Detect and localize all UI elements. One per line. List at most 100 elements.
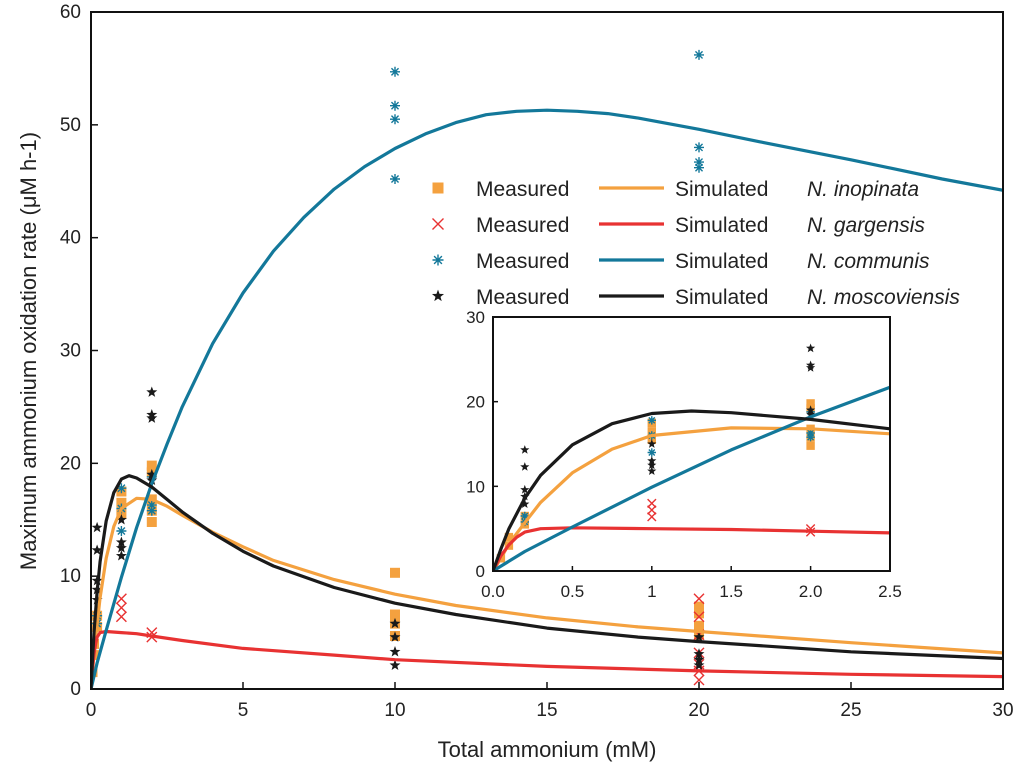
inset-measured-point-n-inopinata	[504, 532, 514, 542]
inset-measured-point-n-moscoviensis	[520, 445, 530, 454]
y-tick-label: 20	[60, 453, 81, 474]
measured-point-n-moscoviensis	[146, 386, 158, 397]
measured-point-n-moscoviensis	[693, 631, 705, 642]
legend-simulated-label: Simulated	[675, 250, 768, 273]
measured-point-n-communis	[694, 49, 704, 60]
inset-x-tick-label: 0.0	[481, 582, 505, 601]
measured-point-n-moscoviensis	[115, 542, 127, 553]
x-tick-label: 5	[238, 700, 249, 721]
simulated-line-n-inopinata	[91, 496, 1003, 689]
measured-point-n-communis	[390, 174, 400, 184]
legend-species-label: N. communis	[807, 250, 930, 273]
measured-point-n-gargensis	[115, 602, 127, 614]
inset-measured-point-n-communis	[806, 433, 815, 442]
inset-measured-point-n-inopinata	[647, 427, 656, 436]
inset-measured-point-n-communis	[647, 448, 656, 457]
inset-measured-point-n-inopinata	[806, 441, 815, 450]
inset-measured-point-n-moscoviensis	[520, 499, 530, 509]
legend-entry-n-inopinata: Measured Simulated N. inopinata	[432, 178, 919, 201]
measured-point-n-gargensis	[693, 593, 705, 605]
measured-point-n-inopinata	[694, 608, 704, 619]
measured-point-n-moscoviensis	[146, 468, 158, 480]
measured-point-n-inopinata	[146, 517, 157, 527]
inset-measured-point-n-communis	[520, 511, 529, 521]
measured-point-n-communis	[390, 114, 400, 125]
inset-measured-point-n-gargensis	[647, 498, 657, 508]
legend-entry-n-gargensis: Measured Simulated N. gargensis	[432, 214, 925, 237]
measured-point-n-moscoviensis	[115, 514, 127, 525]
legend-simulated-label: Simulated	[675, 178, 768, 201]
measured-point-n-communis	[116, 483, 127, 494]
y-tick-label: 30	[60, 341, 81, 362]
legend-simulated-label: Simulated	[675, 214, 768, 237]
measured-point-n-inopinata	[116, 497, 127, 508]
inset-measured-point-n-moscoviensis	[647, 439, 657, 448]
measured-point-n-communis	[390, 100, 400, 111]
inset-simulated-line-n-moscoviensis	[493, 409, 890, 571]
measured-point-n-communis	[694, 142, 704, 153]
x-tick-label: 15	[536, 700, 557, 721]
measured-point-n-moscoviensis	[693, 653, 705, 665]
measured-point-n-communis	[146, 500, 157, 511]
legend-entry-n-communis: Measured Simulated N. communis	[432, 250, 930, 273]
measured-point-n-moscoviensis	[91, 521, 103, 533]
legend-marker	[432, 182, 444, 194]
measured-point-n-gargensis	[693, 611, 705, 623]
measured-point-n-moscoviensis	[389, 631, 401, 642]
y-tick-label: 50	[60, 115, 81, 136]
measured-point-n-gargensis	[693, 674, 705, 686]
inset-measured-point-n-moscoviensis	[520, 462, 530, 471]
x-tick-label: 20	[688, 700, 709, 721]
inset-x-tick-label: 1	[647, 582, 656, 601]
measured-point-n-moscoviensis	[146, 412, 158, 423]
legend-simulated-label: Simulated	[675, 286, 768, 309]
legend-measured-label: Measured	[476, 250, 569, 273]
measured-point-n-communis	[146, 505, 157, 516]
legend-marker	[432, 254, 444, 266]
y-tick-label: 0	[70, 679, 81, 700]
x-tick-label: 0	[86, 700, 97, 721]
legend-measured-label: Measured	[476, 214, 569, 237]
inset-plot-frame	[492, 316, 891, 572]
inset-x-tick-label: 2.5	[878, 582, 902, 601]
measured-point-n-communis	[116, 526, 127, 536]
y-tick-label: 60	[60, 2, 81, 23]
x-tick-label: 25	[840, 700, 861, 721]
inset-simulated-line-n-gargensis	[493, 526, 890, 571]
measured-point-n-inopinata	[694, 620, 704, 631]
inset-measured-point-n-gargensis	[647, 512, 657, 522]
y-axis-label: Maximum ammonium oxidation rate (μM h-1)	[16, 132, 41, 570]
x-axis-label: Total ammonium (mM)	[438, 737, 657, 762]
measured-point-n-moscoviensis	[115, 550, 127, 561]
inset-measured-point-n-gargensis	[647, 505, 657, 515]
inset-measured-point-n-moscoviensis	[806, 409, 816, 419]
inset-y-tick-label: 30	[466, 308, 485, 327]
y-tick-label: 10	[60, 566, 81, 587]
plot-frame	[90, 11, 1004, 690]
measured-point-n-gargensis	[115, 593, 127, 605]
inset-measured-point-n-communis	[806, 428, 815, 438]
inset-plot: 0.0 0.5 1 1.5 2.0 2.5 0 10 20 30	[466, 308, 902, 601]
inset-measured-point-n-moscoviensis	[806, 343, 816, 353]
measured-point-n-inopinata	[694, 601, 704, 612]
measured-point-n-moscoviensis	[91, 544, 103, 555]
measured-point-n-communis	[694, 162, 704, 173]
inset-measured-point-n-moscoviensis	[806, 362, 816, 372]
simulated-line-n-communis	[91, 108, 1003, 689]
x-tick-label: 30	[992, 700, 1013, 721]
measured-point-n-moscoviensis	[389, 659, 401, 670]
simulated-line-n-moscoviensis	[91, 474, 1003, 689]
inset-simulated-line-n-communis	[493, 385, 890, 571]
measured-point-n-moscoviensis	[389, 617, 401, 629]
inset-y-tick-label: 10	[466, 477, 485, 496]
measured-point-n-communis	[390, 66, 400, 77]
y-tick-label: 40	[60, 228, 81, 249]
axis-labels: Total ammonium (mM) Maximum ammonium oxi…	[16, 132, 656, 762]
simulated-line-n-gargensis	[91, 629, 1003, 689]
inset-y-tick-label: 0	[476, 562, 485, 581]
legend-marker	[431, 289, 445, 302]
inset-measured-point-n-inopinata	[806, 399, 815, 408]
inset-x-tick-label: 1.5	[719, 582, 743, 601]
inset-measured-point-n-moscoviensis	[520, 484, 530, 494]
